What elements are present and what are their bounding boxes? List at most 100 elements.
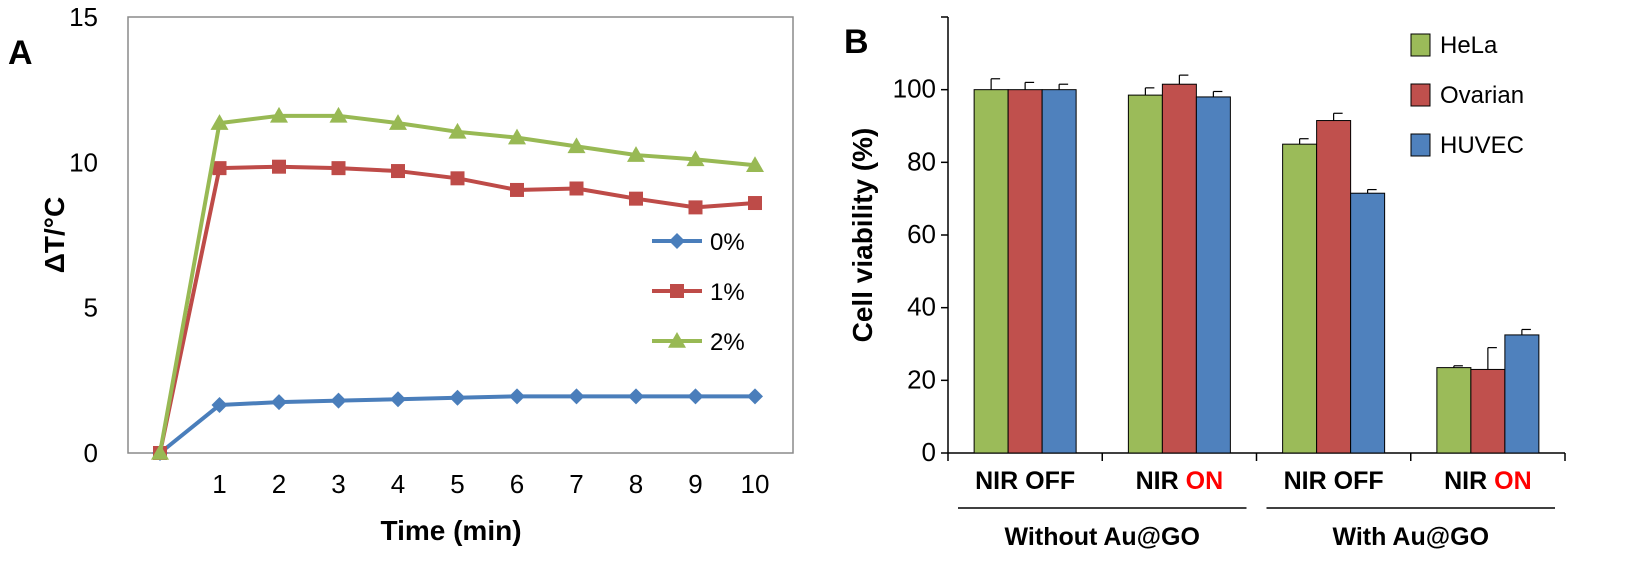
data-point [210, 114, 229, 130]
panel-a-y-ticks: 0 5 10 15 [69, 2, 98, 468]
panel-a-x-tick-label: 4 [391, 469, 405, 499]
category-label: NIR OFF [1284, 467, 1384, 495]
data-point [746, 156, 764, 172]
bar [1282, 143, 1318, 454]
panel-a-x-ticks: 1 2 3 4 5 6 7 8 9 10 [212, 469, 769, 499]
group-label: Without Au@GO [1005, 523, 1200, 551]
data-point [389, 114, 407, 130]
bar [1470, 368, 1506, 454]
legend-swatch [1410, 83, 1431, 107]
bar [1041, 89, 1077, 454]
legend-label: 1% [710, 279, 745, 306]
data-point [448, 122, 467, 139]
data-point [211, 397, 228, 414]
legend-label: HeLa [1440, 32, 1498, 59]
bar [1007, 89, 1043, 454]
legend-swatch [1410, 33, 1431, 57]
data-point [272, 159, 286, 174]
data-point [567, 137, 586, 154]
data-point [330, 392, 347, 409]
panel-b-y-tick-label: 80 [907, 146, 936, 176]
panel-a: A ΔT/°C Time (min) 0 5 10 15 1 2 3 4 5 6 7 8 9 10 0%… [8, 2, 794, 546]
panel-b-bars [973, 74, 1540, 454]
panel-b-category-labels: NIR OFF NIR ON NIR OFF NIR ON [975, 467, 1532, 495]
bar [1350, 192, 1386, 454]
legend-label: HUVEC [1440, 132, 1524, 159]
panel-b-y-tick-label: 20 [907, 364, 936, 394]
panel-a-y-tick-label: 0 [84, 438, 98, 468]
panel-b-y-tick-label: 60 [907, 219, 936, 249]
bar [1161, 83, 1197, 454]
data-point [568, 388, 585, 405]
panel-a-x-tick-label: 7 [569, 469, 583, 499]
data-point [390, 391, 406, 408]
data-point [450, 171, 465, 186]
series-0pct [152, 388, 763, 461]
panel-a-x-tick-label: 1 [212, 469, 226, 499]
panel-a-y-axis-title: ΔT/°C [39, 197, 70, 273]
data-point [212, 161, 227, 176]
bar [973, 89, 1009, 454]
data-point [151, 444, 169, 460]
data-point [670, 284, 684, 298]
bar [1504, 334, 1540, 454]
data-point [271, 394, 287, 411]
panel-a-x-tick-label: 9 [688, 469, 702, 499]
legend-label: Ovarian [1440, 82, 1524, 109]
panel-a-y-tick-label: 5 [84, 293, 98, 323]
panel-b-y-tick-label: 0 [922, 437, 936, 467]
bar [1127, 94, 1163, 454]
data-point [569, 181, 584, 196]
data-point [688, 200, 703, 215]
panel-a-y-tick-label: 10 [69, 147, 98, 177]
panel-b-y-axis-title: Cell viability (%) [847, 128, 878, 343]
series-line [158, 164, 756, 454]
data-point [329, 106, 348, 123]
panel-b-letter: B [844, 23, 869, 61]
panel-a-x-tick-label: 5 [450, 469, 464, 499]
data-point [668, 332, 686, 348]
panel-a-x-tick-label: 6 [510, 469, 524, 499]
series-hela [973, 78, 1472, 454]
data-point [747, 388, 763, 405]
panel-b-y-tick-label: 100 [893, 74, 936, 104]
data-point [509, 388, 525, 405]
panel-a-series [151, 106, 764, 461]
data-point [510, 182, 524, 197]
data-point [270, 106, 288, 123]
panel-b: B Cell viability (%) 0 20 40 60 80 100 NIR OF… [844, 16, 1566, 551]
data-point [669, 233, 685, 249]
data-point [686, 150, 705, 167]
data-point [449, 389, 466, 406]
panel-a-letter: A [8, 34, 33, 72]
data-point [628, 388, 644, 405]
data-point [508, 128, 526, 145]
data-point [748, 196, 762, 211]
panel-a-x-tick-label: 10 [741, 469, 770, 499]
series-1pct [153, 159, 762, 460]
panel-a-plot-frame [127, 16, 794, 454]
group-label: With Au@GO [1332, 523, 1489, 551]
category-label: NIR ON [1444, 467, 1532, 495]
panel-a-x-axis-title: Time (min) [380, 515, 521, 546]
data-point [687, 388, 704, 405]
panel-b-legend: HeLa Ovarian HUVEC [1410, 32, 1524, 159]
panel-a-legend: 0% 1% 2% [652, 229, 745, 356]
series-ovarian [1007, 74, 1506, 454]
bar [1436, 367, 1472, 454]
legend-swatch [1410, 133, 1431, 157]
panel-a-x-tick-label: 2 [272, 469, 286, 499]
category-label: NIR ON [1136, 467, 1224, 495]
data-point [331, 161, 346, 176]
data-point [391, 164, 405, 179]
category-label: NIR OFF [975, 467, 1075, 495]
legend-label: 2% [710, 329, 745, 356]
legend-label: 0% [710, 229, 745, 256]
panel-b-group-labels: Without Au@GO With Au@GO [958, 507, 1555, 551]
bar [1195, 96, 1231, 454]
data-point [629, 191, 643, 206]
series-2pct [151, 106, 764, 460]
panel-b-y-tick-label: 40 [907, 292, 936, 322]
panel-a-x-tick-label: 8 [629, 469, 643, 499]
